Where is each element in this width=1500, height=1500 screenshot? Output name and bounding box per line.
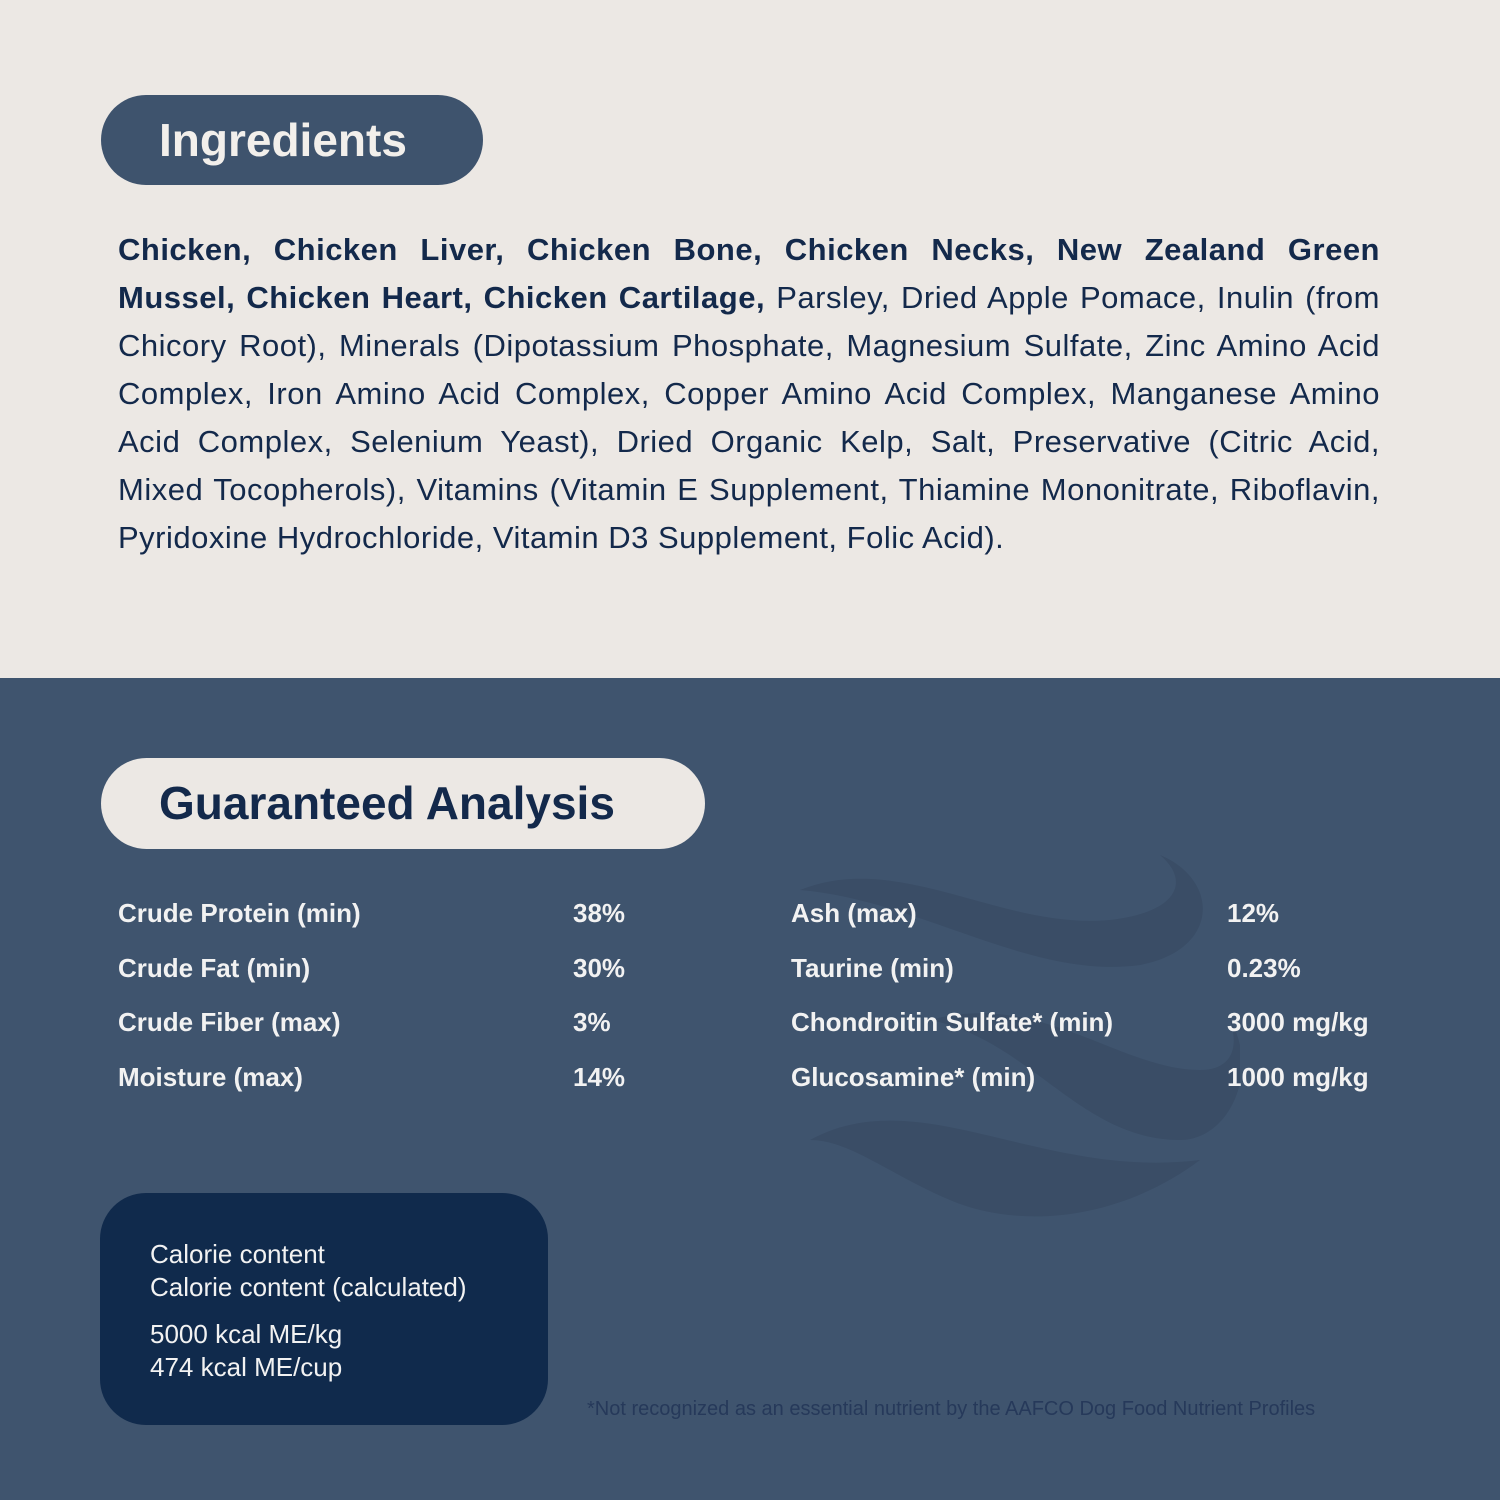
analysis-label: Crude Protein (min) (118, 898, 361, 928)
calorie-label: Calorie content (150, 1239, 325, 1269)
ingredients-secondary: Parsley, Dried Apple Pomace, Inulin (fro… (118, 280, 1380, 555)
calorie-value-kg: 5000 kcal ME/kg (150, 1319, 343, 1349)
analysis-value: 1000 mg/kg (1227, 1062, 1369, 1092)
calorie-value-cup: 474 kcal ME/cup (150, 1352, 343, 1382)
analysis-value: 0.23% (1227, 953, 1301, 983)
analysis-label: Crude Fat (min) (118, 953, 311, 983)
analysis-heading: Guaranteed Analysis (101, 758, 705, 849)
analysis-label: Crude Fiber (max) (118, 1007, 341, 1037)
analysis-value: 38% (573, 898, 626, 928)
analysis-value: 3% (573, 1007, 611, 1037)
footnote: *Not recognized as an essential nutrient… (587, 1398, 1316, 1420)
analysis-label: Moisture (max) (118, 1062, 303, 1092)
analysis-label: Glucosamine* (min) (791, 1062, 1036, 1092)
ingredients-text: Chicken, Chicken Liver, Chicken Bone, Ch… (118, 226, 1380, 562)
calorie-label-calculated: Calorie content (calculated) (150, 1272, 467, 1302)
ingredients-heading: Ingredients (101, 95, 483, 185)
analysis-value: 3000 mg/kg (1227, 1007, 1369, 1037)
analysis-label: Ash (max) (791, 898, 917, 928)
analysis-value: 12% (1227, 898, 1280, 928)
analysis-label: Chondroitin Sulfate* (min) (791, 1007, 1114, 1037)
analysis-label: Taurine (min) (791, 953, 954, 983)
calorie-box: Calorie content Calorie content (calcula… (100, 1193, 548, 1425)
analysis-value: 30% (573, 953, 626, 983)
wave-icon (800, 855, 1240, 1217)
ingredients-primary: Chicken, Chicken Liver, Chicken Bone, Ch… (118, 232, 1380, 315)
analysis-value: 14% (573, 1062, 626, 1092)
